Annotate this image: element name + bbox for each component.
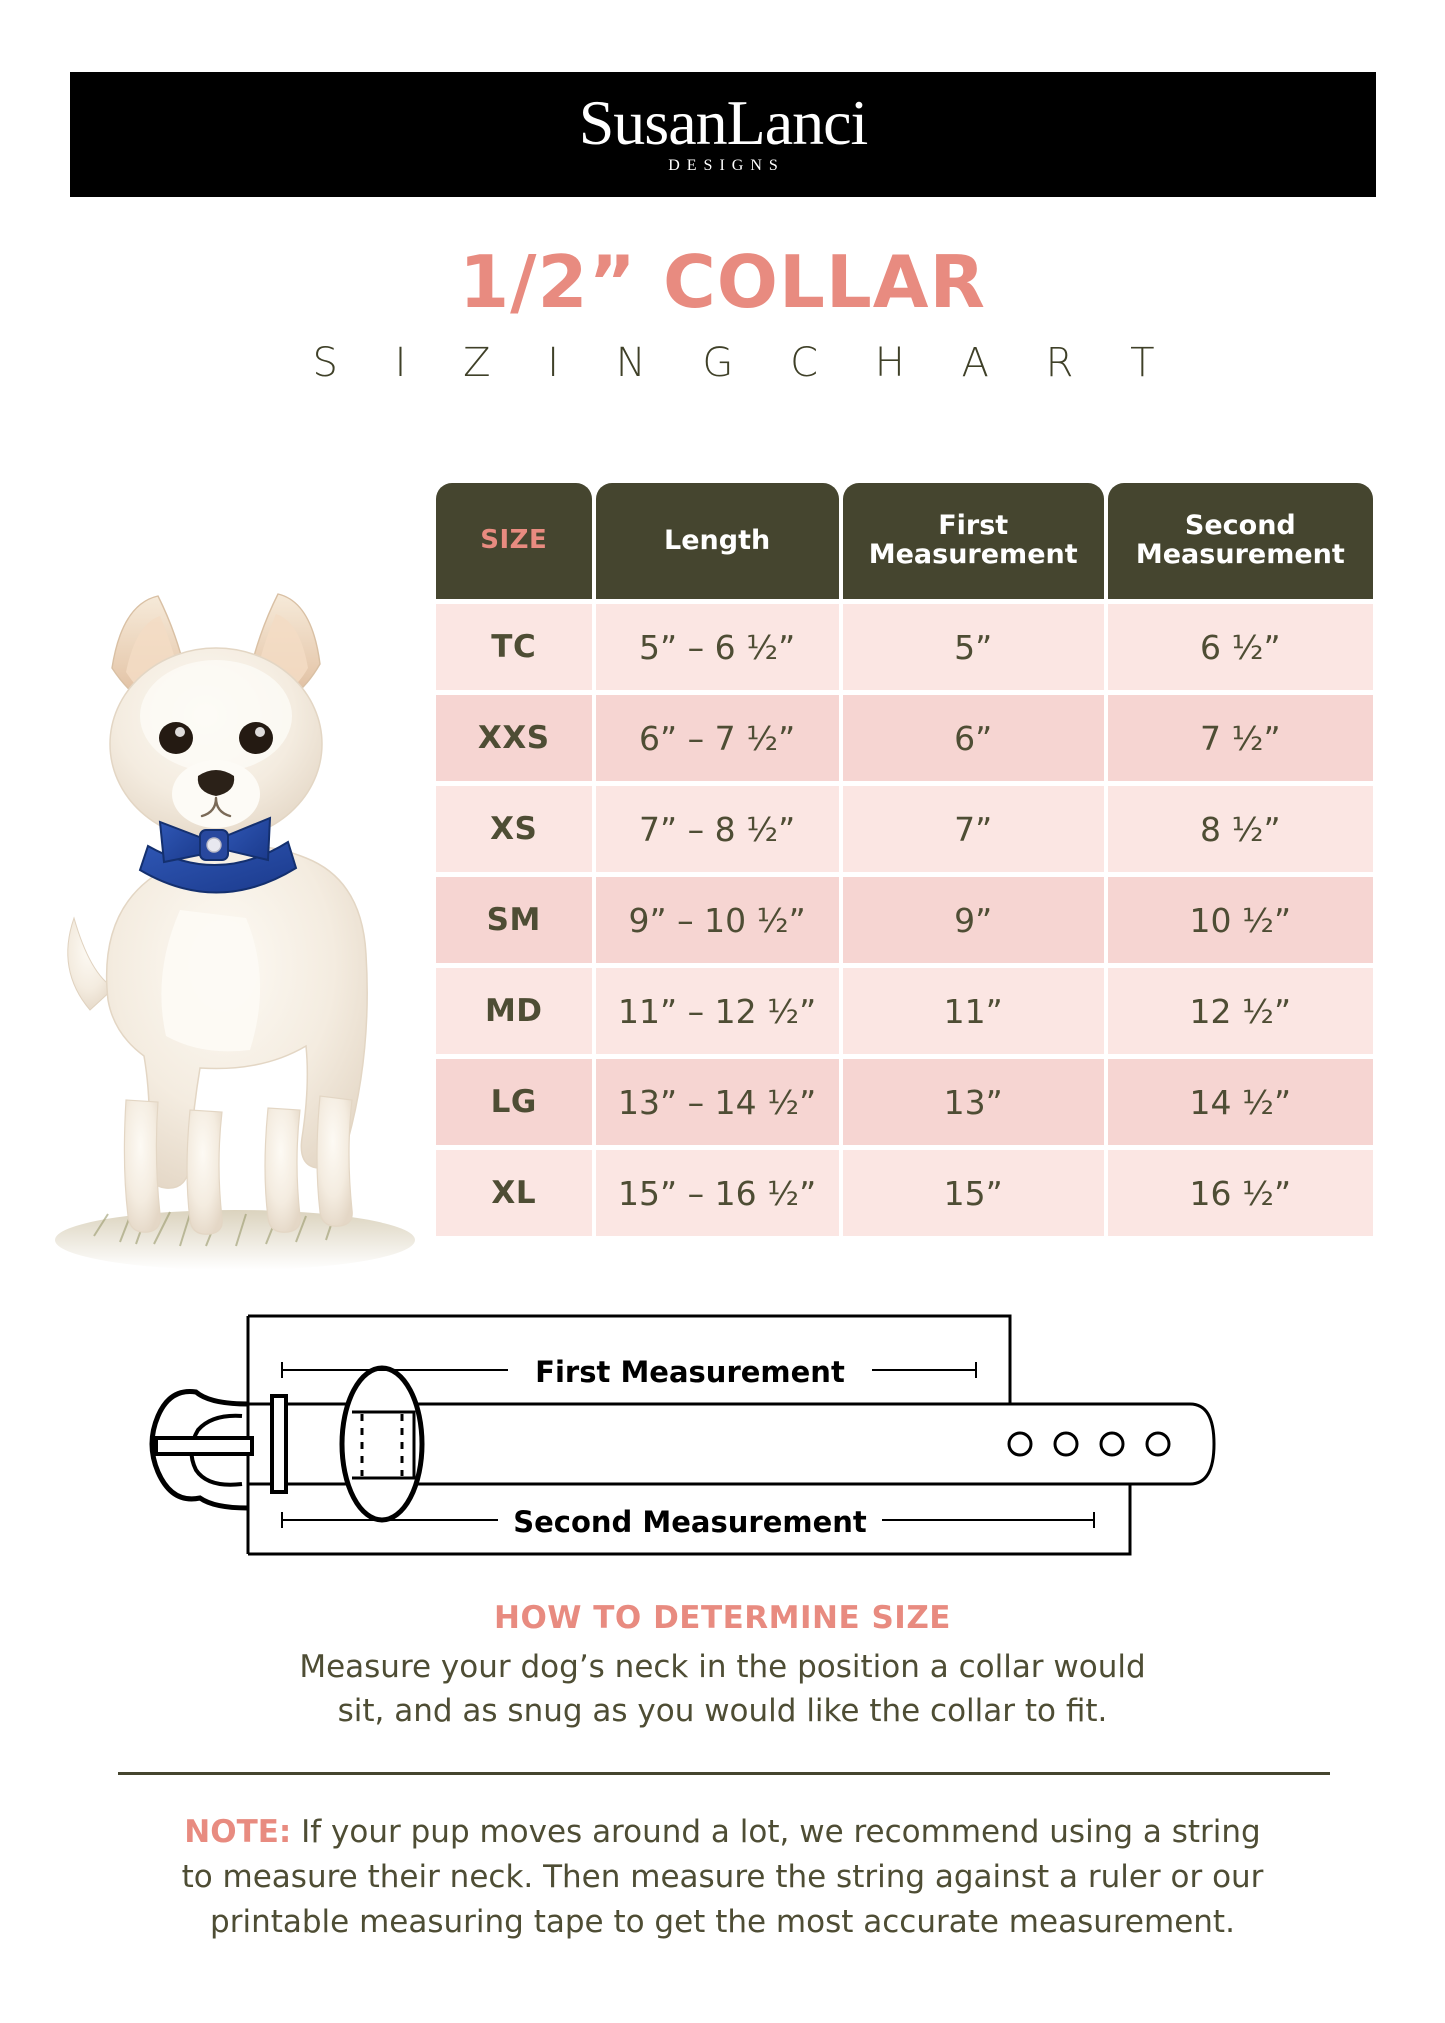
column-header-first-measurement: First Measurement <box>842 483 1104 599</box>
cell-first: 11” <box>842 968 1104 1054</box>
cell-second: 14 ½” <box>1107 1059 1373 1145</box>
cell-size: LG <box>436 1059 592 1145</box>
cell-first: 6” <box>842 695 1104 781</box>
cell-second: 16 ½” <box>1107 1150 1373 1236</box>
cell-first: 15” <box>842 1150 1104 1236</box>
table-row: XS 7” – 8 ½” 7” 8 ½” <box>436 786 1373 872</box>
note-line-2: to measure their neck. Then measure the … <box>181 1858 1264 1895</box>
first-measurement-label: First Measurement <box>535 1355 845 1389</box>
cell-first: 9” <box>842 877 1104 963</box>
table-row: MD 11” – 12 ½” 11” 12 ½” <box>436 968 1373 1054</box>
howto-line-1: Measure your dog’s neck in the position … <box>299 1649 1146 1685</box>
collar-holes <box>1007 1431 1171 1457</box>
cell-length: 5” – 6 ½” <box>595 604 839 690</box>
note-line-1-text: If your pup moves around a lot, we recom… <box>291 1814 1261 1850</box>
cell-length: 15” – 16 ½” <box>595 1150 839 1236</box>
cell-length: 6” – 7 ½” <box>595 695 839 781</box>
table-row: TC 5” – 6 ½” 5” 6 ½” <box>436 604 1373 690</box>
cell-second: 6 ½” <box>1107 604 1373 690</box>
brand-tagline: DESIGNS <box>668 156 785 174</box>
column-header-second-measurement: Second Measurement <box>1107 483 1373 599</box>
column-header-size: SIZE <box>436 483 592 599</box>
table-row: XL 15” – 16 ½” 15” 16 ½” <box>436 1150 1373 1236</box>
sizing-table: SIZE Length First Measurement Second Mea… <box>432 478 1377 1241</box>
first-measurement-bracket <box>248 1314 1012 1404</box>
second-measurement-label: Second Measurement <box>513 1505 867 1539</box>
cell-size: SM <box>436 877 592 963</box>
howto-body: Measure your dog’s neck in the position … <box>0 1645 1445 1733</box>
brand-header-bar: SusanLanci DESIGNS <box>70 72 1376 197</box>
cell-size: XL <box>436 1150 592 1236</box>
second-measurement-bracket <box>248 1482 1132 1556</box>
table-row: SM 9” – 10 ½” 9” 10 ½” <box>436 877 1373 963</box>
page-subtitle: S I Z I N G C H A R T <box>312 340 1177 386</box>
collar-diagram: First Measurement Second Measurement <box>130 1308 1315 1568</box>
cell-size: XS <box>436 786 592 872</box>
cell-size: MD <box>436 968 592 1054</box>
note-line-1: NOTE: If your pup moves around a lot, we… <box>150 1810 1295 1855</box>
cell-first: 13” <box>842 1059 1104 1145</box>
table-row: XXS 6” – 7 ½” 6” 7 ½” <box>436 695 1373 781</box>
cell-length: 13” – 14 ½” <box>595 1059 839 1145</box>
dog-photo <box>30 580 450 1280</box>
section-divider <box>118 1772 1330 1775</box>
cell-length: 11” – 12 ½” <box>595 968 839 1054</box>
cell-size: XXS <box>436 695 592 781</box>
table-header-row: SIZE Length First Measurement Second Mea… <box>436 483 1373 599</box>
howto-line-2: sit, and as snug as you would like the c… <box>337 1693 1108 1730</box>
note-block: NOTE: If your pup moves around a lot, we… <box>150 1810 1295 1945</box>
cell-size: TC <box>436 604 592 690</box>
cell-first: 5” <box>842 604 1104 690</box>
cell-second: 10 ½” <box>1107 877 1373 963</box>
cell-length: 9” – 10 ½” <box>595 877 839 963</box>
cell-second: 12 ½” <box>1107 968 1373 1054</box>
column-header-length: Length <box>595 483 839 599</box>
cell-second: 8 ½” <box>1107 786 1373 872</box>
page-title: 1/2” COLLAR <box>459 240 986 324</box>
cell-length: 7” – 8 ½” <box>595 786 839 872</box>
howto-title: HOW TO DETERMINE SIZE <box>494 1600 951 1636</box>
brand-logo-text: SusanLanci <box>578 87 869 159</box>
note-label: NOTE: <box>184 1814 292 1850</box>
cell-first: 7” <box>842 786 1104 872</box>
cell-second: 7 ½” <box>1107 695 1373 781</box>
note-line-3: printable measuring tape to get the most… <box>210 1903 1235 1940</box>
table-row: LG 13” – 14 ½” 13” 14 ½” <box>436 1059 1373 1145</box>
